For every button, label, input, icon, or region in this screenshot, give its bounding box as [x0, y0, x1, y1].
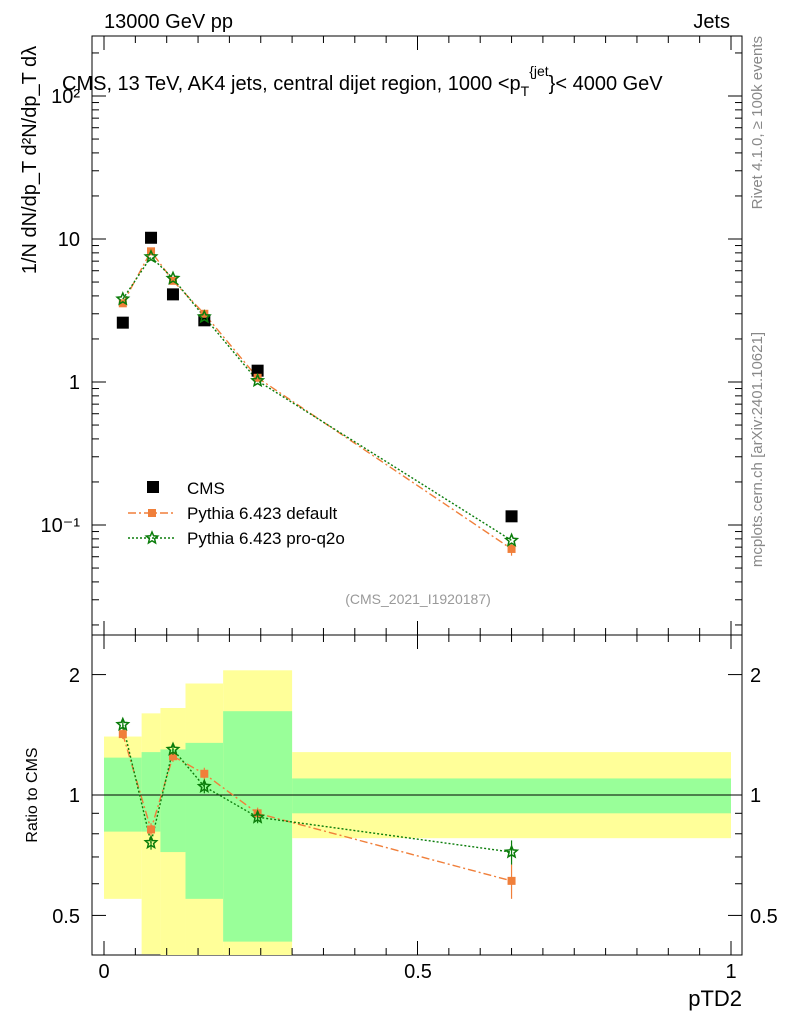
main-y-axis-label: 1/N dN/dp_T d²N/dp_T dλ: [19, 46, 41, 274]
main-ytick-label-3: 10²: [51, 86, 80, 108]
legend-marker-cms: [147, 481, 159, 493]
ratio-proq2o-point: [250, 809, 266, 824]
main-series-points: [115, 231, 520, 556]
ratio-y-axis-label: Ratio to CMS: [24, 747, 41, 842]
main-axis-ticks: [92, 36, 742, 635]
ratio-band-inner-2: [160, 749, 186, 853]
plot-title-sup: {jet: [529, 63, 549, 79]
proq2o-point: [115, 291, 131, 306]
proq2o-point: [143, 248, 159, 264]
ratio-proq2o-point: [503, 844, 520, 859]
ratio-band-inner-5: [292, 778, 731, 814]
default-point: [118, 299, 127, 308]
ratio-default-point: [118, 730, 127, 739]
proq2o-point: [196, 309, 212, 324]
ratio-ytick-label-0: 0.5: [52, 906, 80, 928]
legend-label-default: Pythia 6.423 default: [187, 504, 338, 523]
ratio-series-lines: [122, 724, 512, 882]
legend-marker-proq2o: [144, 530, 160, 545]
ratio-ytick-label-right-2: 2: [750, 665, 761, 687]
header-left: 13000 GeV pp: [104, 11, 233, 33]
ratio-proq2o-point: [115, 716, 131, 731]
legend-marker-default: [148, 509, 156, 517]
ratio-default-point: [147, 825, 156, 834]
legend: CMS Pythia 6.423 default Pythia 6.423 pr…: [128, 479, 345, 548]
header-right: Jets: [693, 11, 730, 33]
proq2o-point: [503, 532, 520, 547]
ratio-default-point: [168, 752, 177, 761]
ratio-band-inner-4: [223, 711, 293, 942]
default-point: [507, 544, 516, 553]
rivet-label: Rivet 4.1.0, ≥ 100k events: [749, 36, 766, 209]
ratio-default-point: [200, 769, 209, 778]
ratio-series-points: [115, 716, 520, 899]
ratio-ytick-label-right-1: 1: [750, 785, 761, 807]
legend-label-cms: CMS: [187, 479, 225, 498]
legend-label-proq2o: Pythia 6.423 pro-q2o: [187, 529, 345, 548]
ratio-line-proq2o: [122, 724, 512, 853]
plot-title: CMS, 13 TeV, AK4 jets, central dijet reg…: [62, 63, 663, 99]
plot-title-sub: T: [521, 83, 530, 99]
cms-point: [505, 510, 518, 523]
main-ytick-label-2: 10: [58, 229, 80, 251]
plot-title-main: CMS, 13 TeV, AK4 jets, central dijet reg…: [62, 73, 521, 95]
ratio-ytick-label-right-0: 0.5: [750, 906, 778, 928]
default-point: [200, 309, 209, 318]
main-ytick-label-1: 1: [69, 372, 80, 394]
cms-point: [145, 231, 158, 244]
main-ytick-label-0: 10⁻¹: [41, 515, 81, 537]
xtick-label-1: 0.5: [404, 961, 432, 983]
ratio-proq2o-point: [143, 834, 159, 850]
cms-point: [116, 316, 129, 329]
ratio-band-inner-1: [141, 752, 161, 832]
main-line-default: [122, 250, 512, 550]
x-axis-label: pTD2: [688, 986, 742, 1011]
cms-point: [251, 364, 264, 377]
proq2o-point: [165, 270, 181, 285]
ratio-axis-ticks: [92, 635, 742, 955]
xtick-label-0: 0: [98, 961, 109, 983]
ratio-ytick-label-1: 1: [69, 785, 80, 807]
proq2o-point: [250, 372, 266, 388]
default-point: [253, 373, 262, 382]
ratio-line-default: [122, 733, 512, 882]
main-series-lines: [122, 250, 512, 550]
ratio-proq2o-point: [165, 741, 181, 756]
xtick-label-2: 1: [725, 961, 736, 983]
cms-point: [166, 288, 179, 301]
main-line-proq2o: [122, 255, 512, 541]
analysis-watermark: (CMS_2021_I1920187): [345, 591, 491, 607]
ratio-default-point: [507, 876, 516, 885]
ratio-ytick-label-2: 2: [69, 665, 80, 687]
plot-title-end: }< 4000 GeV: [549, 73, 664, 95]
mcplots-label: mcplots.cern.ch [arXiv:2401.10621]: [749, 332, 766, 567]
ratio-proq2o-point: [196, 778, 212, 794]
ratio-uncertainty-bands: [104, 670, 731, 955]
